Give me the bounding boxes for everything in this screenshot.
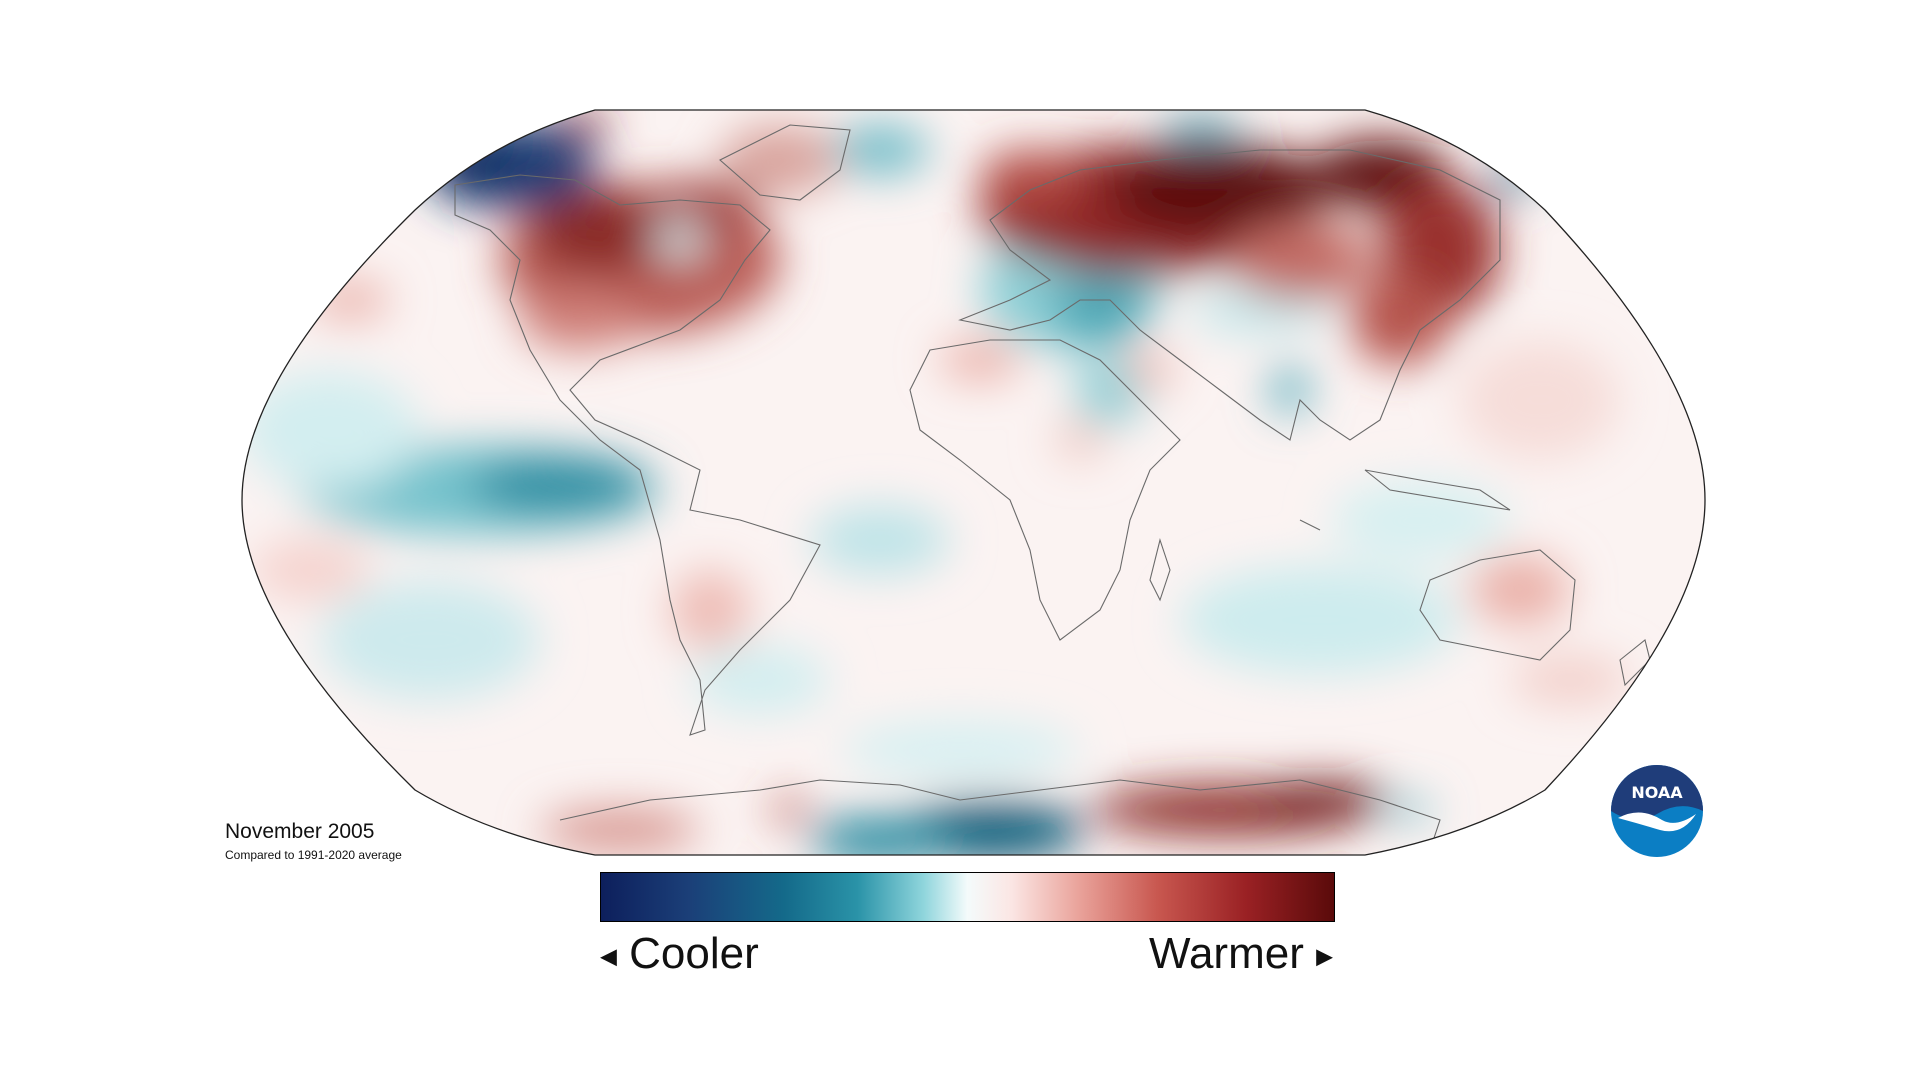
color-scale-bar	[600, 872, 1335, 922]
left-arrow-icon: ◀	[600, 943, 617, 969]
noaa-logo-text: NOAA	[1631, 783, 1683, 802]
legend-cooler-label: Cooler	[629, 929, 759, 978]
legend-warmer-label: Warmer	[1149, 929, 1304, 978]
map-title: November 2005	[225, 820, 375, 843]
legend-warmer: Warmer ▶	[1149, 928, 1333, 982]
globe-outline	[241, 109, 1706, 856]
right-arrow-icon: ▶	[1316, 943, 1333, 969]
seagull-icon	[1618, 812, 1696, 832]
noaa-logo: NOAA	[1611, 765, 1703, 857]
anomaly-field	[242, 110, 1705, 855]
legend-cooler: ◀ Cooler	[600, 928, 759, 982]
map-subtitle: Compared to 1991-2020 average	[225, 848, 402, 862]
coastlines	[454, 124, 1651, 851]
map-caption: November 2005 Compared to 1991-2020 aver…	[225, 820, 402, 863]
